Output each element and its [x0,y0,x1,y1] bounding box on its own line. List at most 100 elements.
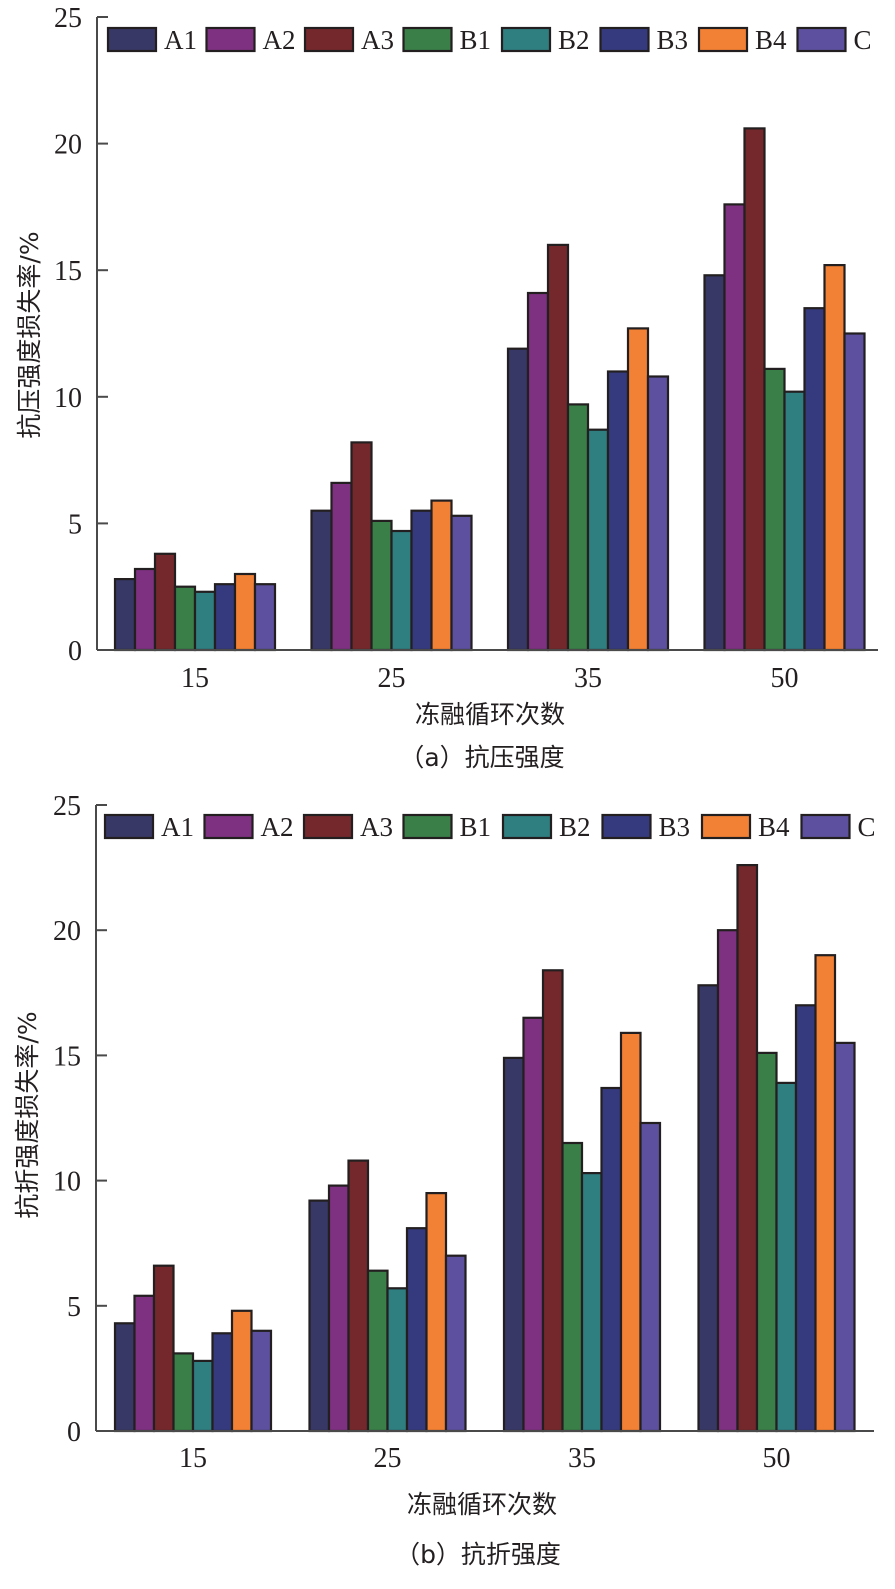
x-axis-title: 冻融循环次数 [415,700,565,729]
bar-C-25 [450,514,473,652]
bar-C-25 [444,1254,467,1433]
legend-label: B1 [460,812,492,842]
legend-label: A2 [263,25,296,55]
legend: A1 A2 A3 B1 B2 B3 B4 C [103,812,876,842]
bar-B2-25 [386,1287,409,1433]
axes-group [96,17,878,651]
legend-label: B2 [559,812,591,842]
legend-label: B4 [755,25,787,55]
bar-B3-15 [211,1332,234,1433]
bar-A2-15 [133,567,157,652]
legend-label: C [858,812,876,842]
legend-swatch [402,813,453,840]
legend-swatch [800,813,851,840]
bar-C-50 [833,1041,856,1433]
bar-B1-35 [566,403,590,652]
legend-swatch [796,26,847,53]
bar-B4-35 [626,327,650,652]
y-tick-label: 15 [53,1041,81,1072]
bar-A3-50 [736,863,759,1433]
x-tick-label: 50 [771,663,799,694]
legend-label: A2 [261,812,294,842]
legend-item-B4: B4 [697,25,787,55]
legend-swatch [106,26,158,53]
legend-label: B4 [758,812,790,842]
bar-B2-35 [586,428,610,652]
y-tick-label: 0 [68,636,82,667]
bar-B1-35 [561,1141,584,1433]
bar-A3-15 [153,552,177,652]
legend-swatch [303,26,355,53]
bar-B1-50 [763,367,786,652]
legend-item-B3: B3 [599,25,688,55]
y-ticks: 0 5 10 15 20 25 [53,791,107,1448]
bar-B3-25 [410,509,433,652]
y-tick-label: 25 [53,791,81,822]
figure-caption: （a）抗压强度 [399,743,564,772]
x-ticks: 15 25 35 50 [179,1443,791,1474]
legend-item-B2: B2 [501,812,591,842]
legend-item-A2: A2 [203,812,294,842]
bar-A1-35 [506,347,530,652]
legend-swatch [203,813,254,840]
legend-item-A3: A3 [303,25,394,55]
bar-B4-25 [425,1191,448,1433]
bar-A3-35 [546,243,570,652]
legend-item-B3: B3 [601,812,690,842]
bar-B4-15 [230,1309,253,1433]
bar-B3-35 [600,1086,623,1433]
bar-A3-35 [541,969,564,1433]
bars-group [113,863,856,1433]
legend-item-B2: B2 [500,25,590,55]
x-ticks: 15 25 35 50 [181,663,799,694]
y-tick-label: 0 [67,1417,81,1448]
legend-label: B2 [558,25,590,55]
bar-A2-50 [716,929,739,1433]
y-tick-label: 10 [54,383,82,414]
chart-panel-b: 0 5 10 15 20 25 15 25 35 50 A1 A2 A3 B1 B2 B3 B4 C 冻融循环… [13,791,876,1569]
y-tick-label: 15 [54,256,82,287]
legend-item-C: C [796,25,872,55]
legend: A1 A2 A3 B1 B2 B3 B4 C [106,25,872,55]
bar-A1-25 [310,509,333,652]
bar-A2-50 [723,203,746,652]
bars-group [113,127,866,652]
y-tick-label: 5 [68,509,82,540]
bar-A1-35 [502,1056,525,1433]
bar-A3-50 [743,127,766,652]
figure-caption: （b）抗折强度 [395,1540,561,1569]
legend-label: B1 [460,25,492,55]
legend-swatch [599,26,650,53]
chart-panel-a: 0 5 10 15 20 25 15 25 35 50 A1 A2 A3 B1 B2 B3 B4 C 冻融循环… [15,3,878,772]
bar-B1-15 [172,1352,195,1433]
bar-B2-15 [191,1359,214,1433]
y-tick-label: 5 [67,1292,81,1323]
bar-A3-15 [152,1264,175,1433]
bar-A2-25 [330,481,353,652]
bar-A3-25 [347,1159,370,1433]
legend-item-B1: B1 [402,25,492,55]
x-tick-label: 25 [378,663,406,694]
bar-A2-35 [526,291,550,652]
bar-B2-50 [783,390,806,652]
bar-B2-25 [390,529,413,652]
bar-B1-15 [173,585,197,652]
y-axis-title: 抗压强度损失率/% [15,231,44,438]
bar-A1-50 [703,274,726,652]
legend-item-C: C [800,812,876,842]
bar-B1-50 [755,1051,778,1433]
axes-group [95,805,874,1432]
legend-swatch [500,26,552,53]
x-tick-label: 35 [568,1443,596,1474]
legend-swatch [402,26,453,53]
bar-B1-25 [366,1269,389,1433]
y-tick-label: 10 [53,1167,81,1198]
legend-swatch [601,813,652,840]
x-tick-label: 35 [574,663,602,694]
bar-A3-25 [350,441,373,652]
y-tick-label: 25 [54,3,82,34]
legend-label: A1 [164,25,197,55]
legend-label: A1 [161,812,194,842]
bar-C-35 [646,375,670,652]
